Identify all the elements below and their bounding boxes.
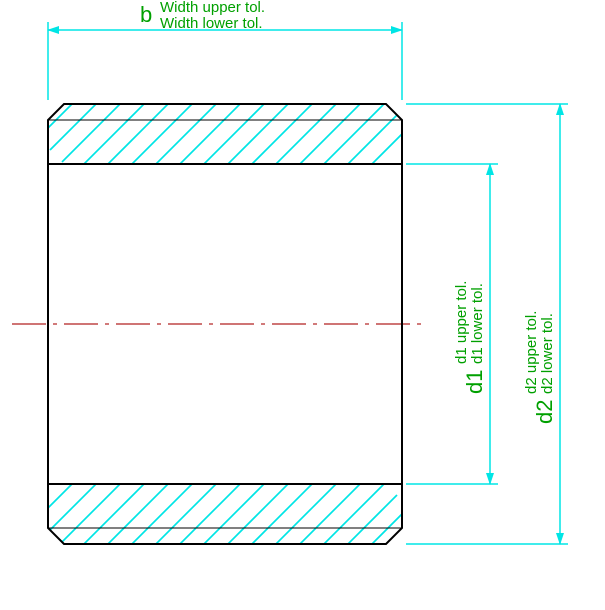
technical-drawing: b Width upper tol.Width lower tol. d1 d1 up… — [0, 0, 605, 610]
label-b-lower: Width lower tol. — [160, 15, 263, 32]
label-d2-lower: d2 lower tol. — [539, 313, 556, 394]
hatch-region — [0, 484, 480, 544]
dimension-d2: d2 d2 upper tol.d2 lower tol. — [406, 104, 568, 544]
label-d1-lower: d1 lower tol. — [469, 283, 486, 364]
hatch-region — [0, 104, 480, 164]
label-d1: d1 — [462, 370, 487, 394]
label-d1-upper: d1 upper tol. — [453, 281, 470, 364]
label-b-upper: Width upper tol. — [160, 0, 265, 16]
label-b: b — [140, 2, 152, 27]
dimension-b: b Width upper tol.Width lower tol. — [48, 0, 402, 100]
label-d2-upper: d2 upper tol. — [523, 311, 540, 394]
label-d2: d2 — [532, 400, 557, 424]
